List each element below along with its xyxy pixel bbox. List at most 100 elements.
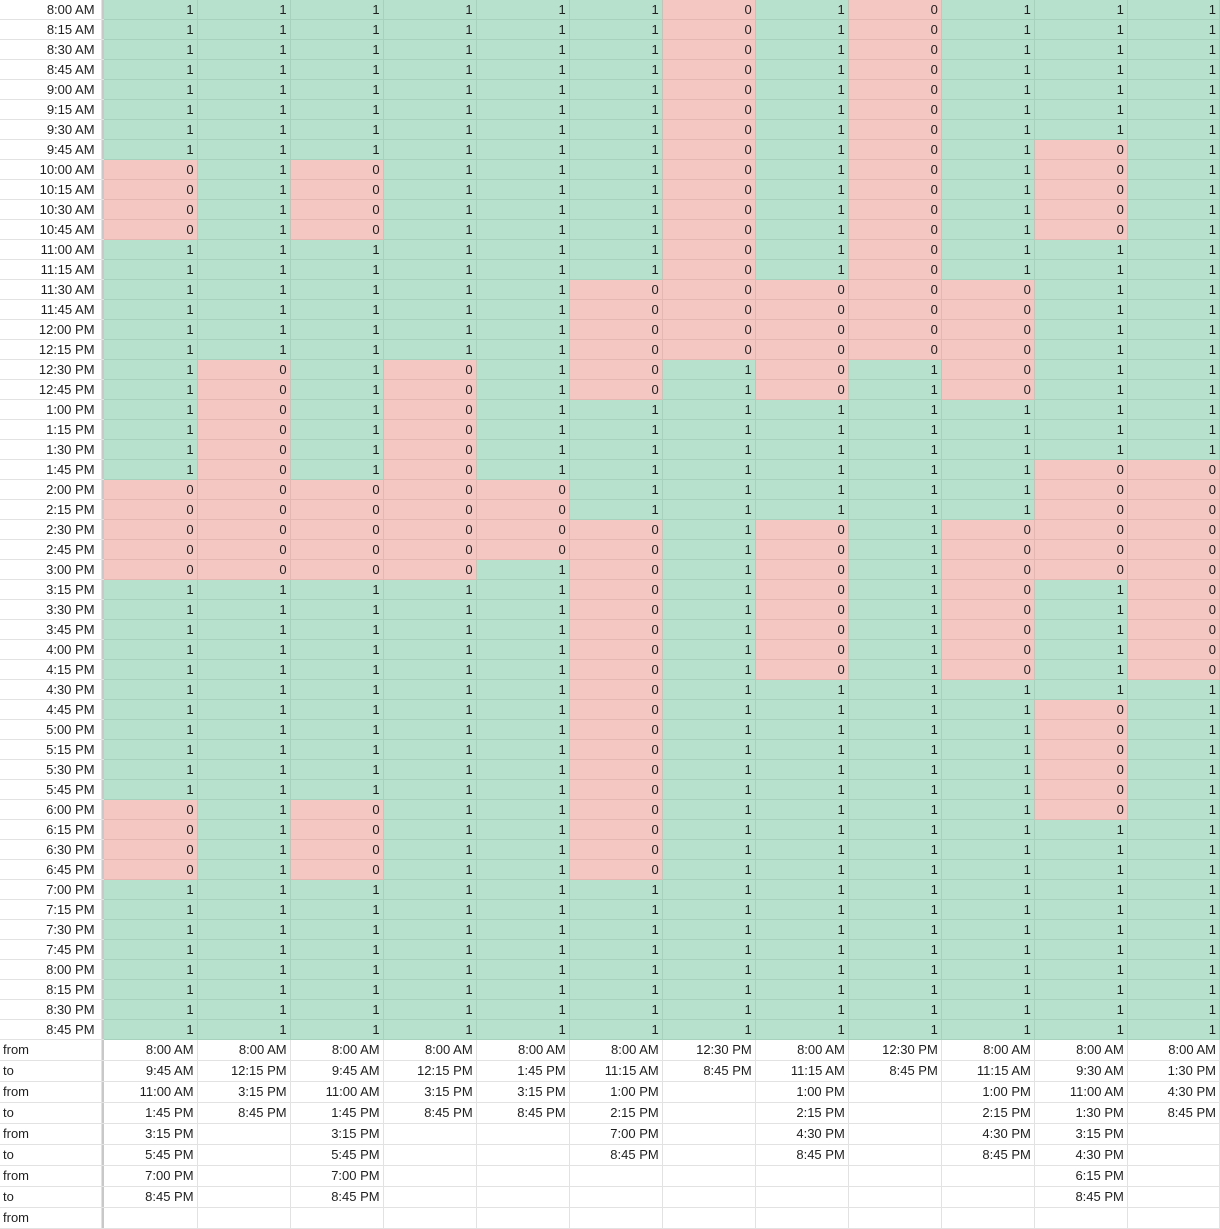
summary-time-cell[interactable]: 8:00 AM [476,1039,570,1061]
availability-cell[interactable]: 1 [290,379,384,400]
availability-cell[interactable]: 0 [569,359,663,380]
time-label-cell[interactable]: 11:30 AM [0,279,102,300]
availability-cell[interactable]: 0 [569,839,663,860]
summary-time-cell[interactable] [197,1144,291,1166]
availability-cell[interactable]: 1 [197,179,291,200]
availability-cell[interactable]: 0 [104,819,198,840]
summary-label-cell[interactable]: from [0,1081,102,1103]
availability-cell[interactable]: 0 [662,19,756,40]
summary-time-cell[interactable]: 8:45 PM [197,1102,291,1124]
availability-cell[interactable]: 1 [569,399,663,420]
availability-cell[interactable]: 1 [755,239,849,260]
availability-cell[interactable]: 1 [941,459,1035,480]
availability-cell[interactable]: 1 [1127,359,1220,380]
availability-cell[interactable]: 1 [1127,979,1220,1000]
availability-cell[interactable]: 0 [662,219,756,240]
time-label-cell[interactable]: 10:30 AM [0,199,102,220]
availability-cell[interactable]: 1 [755,1019,849,1040]
summary-time-cell[interactable]: 1:45 PM [290,1102,384,1124]
summary-time-cell[interactable] [383,1144,477,1166]
availability-cell[interactable]: 1 [104,739,198,760]
summary-time-cell[interactable] [662,1144,756,1166]
availability-cell[interactable]: 1 [662,499,756,520]
availability-cell[interactable]: 0 [662,59,756,80]
summary-time-cell[interactable]: 11:00 AM [1034,1081,1128,1103]
availability-cell[interactable]: 1 [569,979,663,1000]
availability-cell[interactable]: 1 [1127,799,1220,820]
availability-cell[interactable]: 1 [290,279,384,300]
availability-cell[interactable]: 1 [848,439,942,460]
availability-cell[interactable]: 0 [197,419,291,440]
availability-cell[interactable]: 1 [755,479,849,500]
availability-cell[interactable]: 1 [662,999,756,1020]
availability-cell[interactable]: 0 [848,339,942,360]
summary-time-cell[interactable]: 12:30 PM [848,1039,942,1061]
availability-cell[interactable]: 0 [197,439,291,460]
availability-cell[interactable]: 1 [476,939,570,960]
availability-cell[interactable]: 0 [383,559,477,580]
availability-cell[interactable]: 0 [662,339,756,360]
availability-cell[interactable]: 1 [104,659,198,680]
availability-cell[interactable]: 1 [662,719,756,740]
availability-cell[interactable]: 1 [755,179,849,200]
availability-cell[interactable]: 1 [197,679,291,700]
availability-cell[interactable]: 0 [941,359,1035,380]
availability-cell[interactable]: 0 [383,459,477,480]
availability-cell[interactable]: 1 [755,719,849,740]
availability-cell[interactable]: 0 [569,279,663,300]
availability-cell[interactable]: 1 [569,919,663,940]
availability-cell[interactable]: 1 [197,939,291,960]
availability-cell[interactable]: 1 [848,599,942,620]
availability-cell[interactable]: 1 [755,939,849,960]
availability-cell[interactable]: 1 [569,1019,663,1040]
availability-cell[interactable]: 0 [1034,539,1128,560]
availability-cell[interactable]: 1 [383,279,477,300]
availability-cell[interactable]: 0 [1127,599,1220,620]
availability-cell[interactable]: 1 [662,579,756,600]
summary-time-cell[interactable]: 8:00 AM [1034,1039,1128,1061]
availability-cell[interactable]: 1 [197,79,291,100]
time-label-cell[interactable]: 1:30 PM [0,439,102,460]
availability-cell[interactable]: 0 [848,19,942,40]
availability-cell[interactable]: 1 [755,899,849,920]
summary-time-cell[interactable]: 11:15 AM [569,1060,663,1082]
availability-cell[interactable]: 1 [290,99,384,120]
availability-cell[interactable]: 1 [476,319,570,340]
availability-cell[interactable]: 1 [104,979,198,1000]
availability-cell[interactable]: 1 [104,419,198,440]
time-label-cell[interactable]: 4:30 PM [0,679,102,700]
availability-cell[interactable]: 1 [662,939,756,960]
availability-cell[interactable]: 1 [383,719,477,740]
summary-time-cell[interactable] [848,1123,942,1145]
availability-cell[interactable]: 1 [755,819,849,840]
summary-time-cell[interactable] [1127,1207,1220,1229]
summary-time-cell[interactable]: 3:15 PM [104,1123,198,1145]
availability-cell[interactable]: 0 [848,199,942,220]
availability-cell[interactable]: 1 [1034,859,1128,880]
availability-cell[interactable]: 1 [197,959,291,980]
summary-label-cell[interactable]: from [0,1123,102,1145]
availability-cell[interactable]: 1 [476,859,570,880]
availability-cell[interactable]: 1 [662,739,756,760]
availability-cell[interactable]: 1 [1034,919,1128,940]
availability-cell[interactable]: 1 [848,639,942,660]
availability-cell[interactable]: 1 [476,699,570,720]
availability-cell[interactable]: 1 [569,159,663,180]
availability-cell[interactable]: 1 [476,839,570,860]
availability-cell[interactable]: 1 [848,959,942,980]
availability-cell[interactable]: 1 [197,699,291,720]
time-label-cell[interactable]: 2:30 PM [0,519,102,540]
availability-cell[interactable]: 1 [290,259,384,280]
availability-cell[interactable]: 1 [383,739,477,760]
availability-cell[interactable]: 1 [197,19,291,40]
availability-cell[interactable]: 1 [383,879,477,900]
availability-cell[interactable]: 1 [290,939,384,960]
availability-cell[interactable]: 1 [197,159,291,180]
summary-time-cell[interactable]: 8:45 PM [1034,1186,1128,1208]
availability-cell[interactable]: 1 [569,419,663,440]
time-label-cell[interactable]: 11:00 AM [0,239,102,260]
availability-cell[interactable]: 1 [941,699,1035,720]
availability-cell[interactable]: 1 [383,679,477,700]
availability-cell[interactable]: 1 [755,79,849,100]
summary-time-cell[interactable] [476,1186,570,1208]
